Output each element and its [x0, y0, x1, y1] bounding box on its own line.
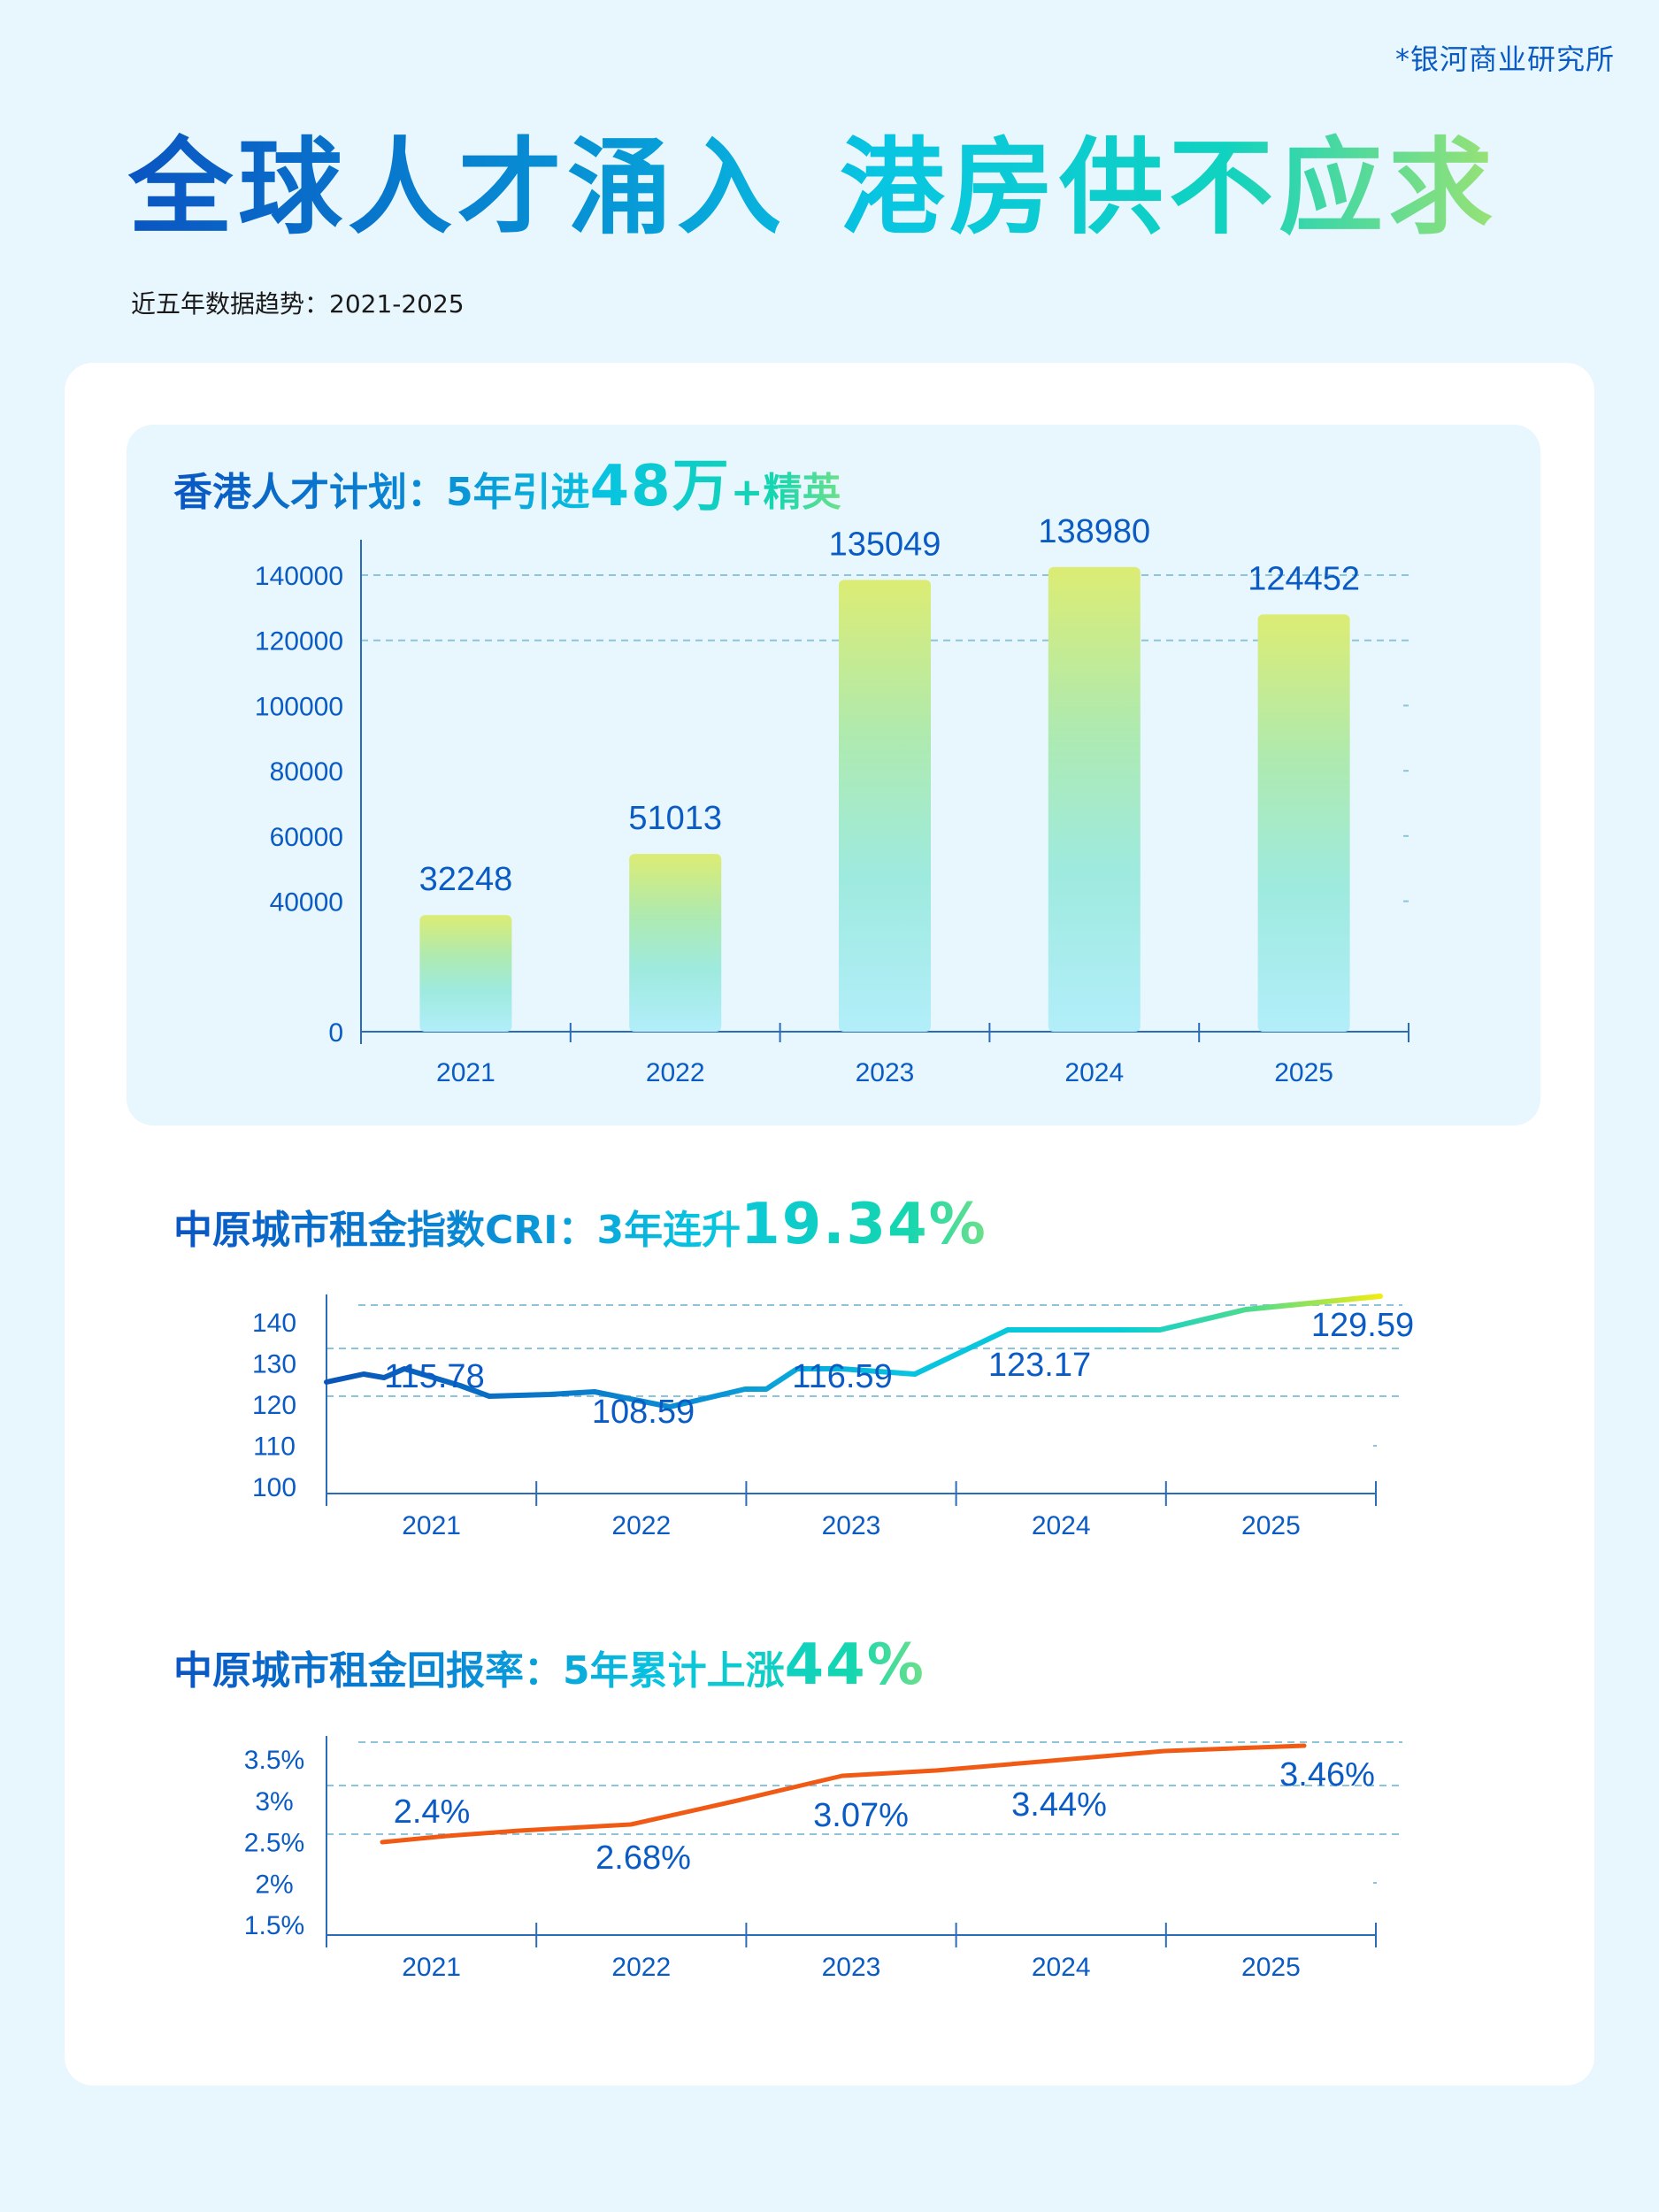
bar-2022 — [629, 854, 722, 1032]
y-tick-label: 80000 — [270, 757, 343, 787]
x-tick-label: 2024 — [1064, 1058, 1124, 1087]
bar-value-label: 135049 — [829, 526, 941, 563]
x-tick-label: 2023 — [822, 1511, 881, 1540]
x-tick-label: 2023 — [856, 1058, 915, 1087]
cri-point-label: 129.59 — [1311, 1307, 1414, 1344]
cri-point-label: 123.17 — [988, 1347, 1091, 1384]
rental-yield-line-chart: 2021 2022 2023 2024 2025 1.5% 2% 2.5% 3% 3.5% 2.4%… — [244, 1736, 1402, 1982]
cri-point-label: 108.59 — [592, 1394, 695, 1431]
y-tick-label: 0 — [328, 1018, 343, 1048]
bar-value-label: 32248 — [419, 861, 513, 898]
cri-point-label: 115.78 — [384, 1358, 484, 1395]
x-tick-label: 2022 — [611, 1511, 671, 1540]
x-tick-label: 2024 — [1032, 1511, 1091, 1540]
y-tick-label: 60000 — [270, 823, 343, 852]
y-tick-label: 100 — [252, 1473, 296, 1502]
y-tick-label: 100000 — [255, 692, 343, 721]
y-tick-label: 3% — [255, 1787, 293, 1816]
x-tick-label: 2022 — [611, 1953, 671, 1982]
bar-2025 — [1257, 614, 1350, 1032]
y-tick-label: 140 — [252, 1309, 296, 1338]
y-tick-label: 1.5% — [244, 1911, 304, 1940]
bar-value-label: 51013 — [628, 800, 722, 837]
bar-2024 — [1048, 566, 1141, 1032]
y-tick-label: 130 — [252, 1350, 296, 1379]
y-tick-label: 3.5% — [244, 1746, 304, 1775]
cri-line — [324, 1294, 1383, 1409]
yield-point-label: 3.44% — [1011, 1786, 1107, 1824]
y-tick-label: 120000 — [255, 627, 343, 657]
x-tick-label: 2021 — [402, 1953, 461, 1982]
x-tick-label: 2022 — [646, 1058, 705, 1087]
x-tick-label: 2025 — [1241, 1511, 1301, 1540]
yield-line — [380, 1743, 1307, 1845]
y-tick-label: 110 — [253, 1432, 296, 1462]
source-credit: *银河商业研究所 — [1394, 42, 1615, 76]
cri-point-label: 116.59 — [792, 1358, 892, 1395]
x-tick-label: 2025 — [1274, 1058, 1333, 1087]
cri-line-chart: 2021 2022 2023 2024 2025 100 110 120 130 140 115.7… — [252, 1294, 1414, 1540]
y-tick-label: 140000 — [255, 562, 343, 591]
yield-point-label: 2.4% — [394, 1793, 471, 1831]
y-tick-label: 2% — [255, 1870, 293, 1899]
yield-point-label: 3.46% — [1279, 1756, 1375, 1793]
bar-value-label: 138980 — [1038, 513, 1150, 550]
page-subtitle: 近五年数据趋势：2021-2025 — [131, 289, 465, 319]
y-tick-label: 120 — [252, 1391, 296, 1420]
talent-bar-chart: 0 40000 60000 80000 100000 120000 140000 32248 2… — [255, 513, 1409, 1087]
x-tick-label: 2025 — [1241, 1953, 1301, 1982]
x-tick-label: 2024 — [1032, 1953, 1091, 1982]
x-tick-label: 2021 — [436, 1058, 495, 1087]
bar-value-label: 124452 — [1248, 560, 1360, 597]
bar-2023 — [839, 580, 931, 1032]
x-tick-label: 2023 — [822, 1953, 881, 1982]
y-tick-label: 2.5% — [244, 1829, 304, 1858]
bar-2021 — [419, 915, 512, 1032]
yield-point-label: 3.07% — [813, 1797, 909, 1834]
x-tick-label: 2021 — [402, 1511, 461, 1540]
y-tick-label: 40000 — [270, 888, 343, 918]
yield-point-label: 2.68% — [595, 1839, 691, 1877]
